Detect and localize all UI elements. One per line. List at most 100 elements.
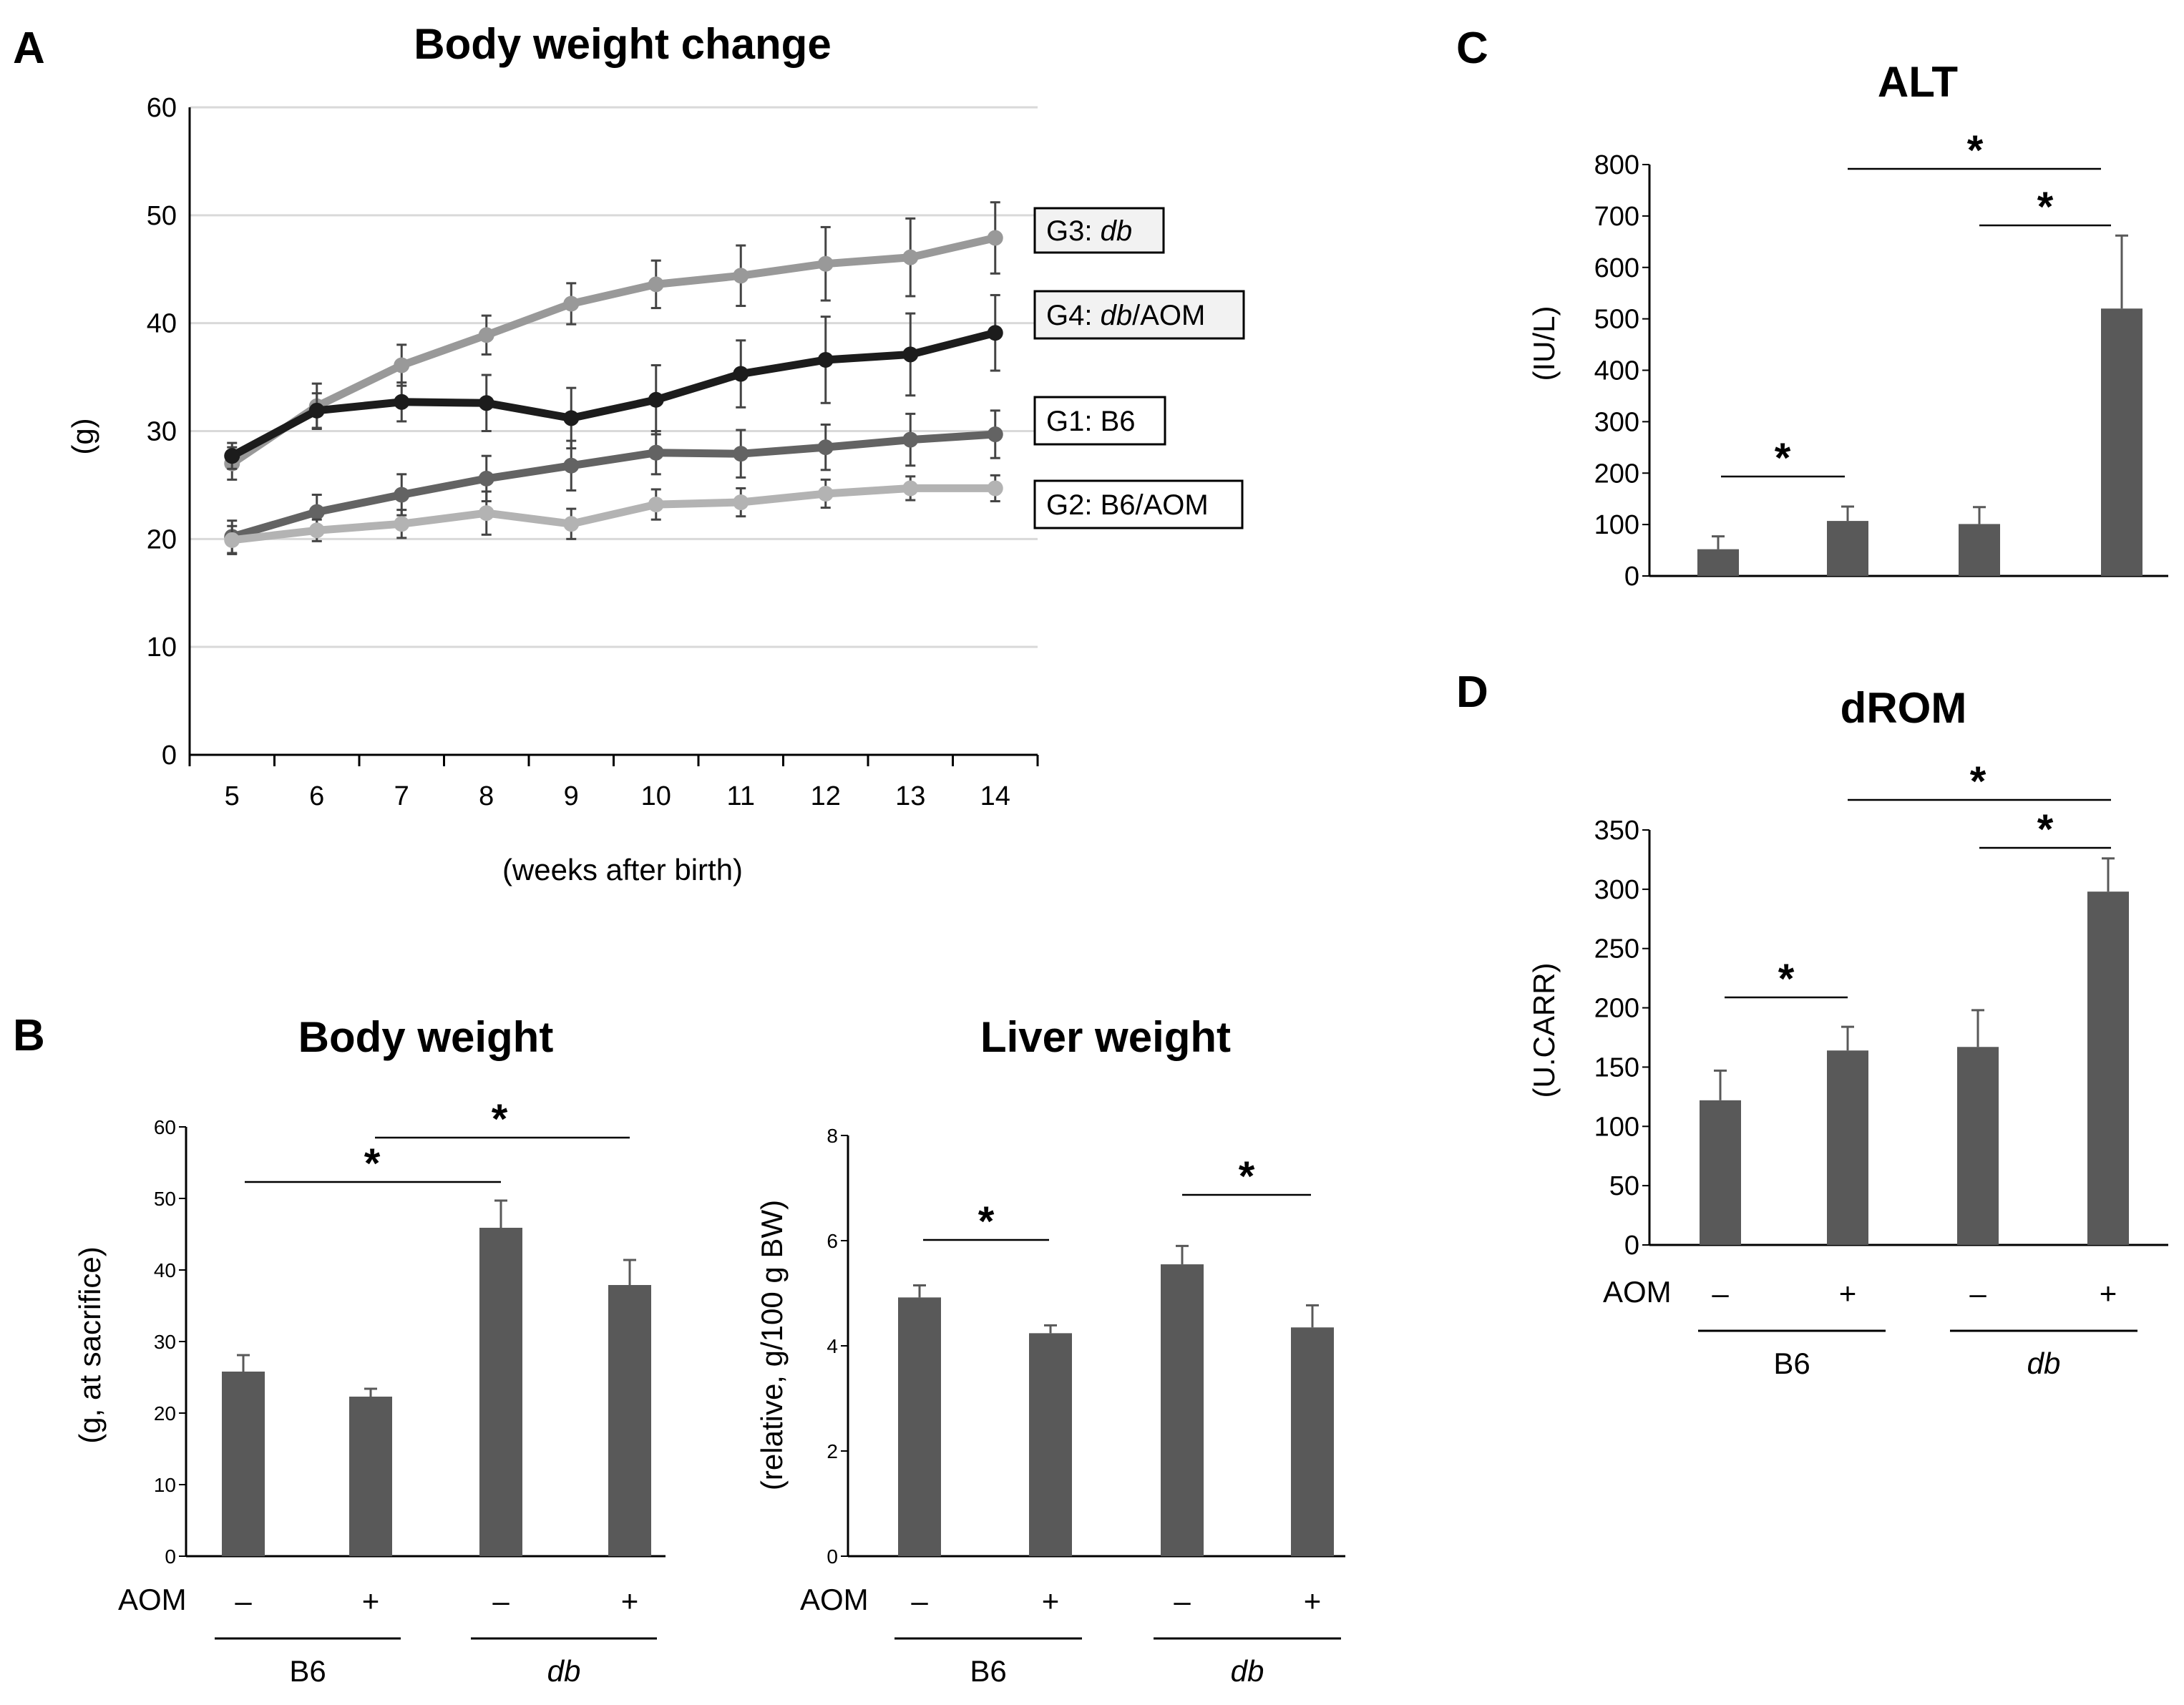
data-point [817,439,834,456]
chart-b-body-plot: 0 10 20 30 40 50 60 * * – + – + B6 db [154,1096,666,1688]
panel-letter-b: B [13,1011,45,1060]
y-tick-label: 40 [154,1259,176,1281]
bar [1161,1264,1204,1556]
data-point [478,505,494,522]
x-tick-label: 12 [811,781,841,811]
significance-star: * [492,1096,508,1143]
chart-d-title: dROM [1841,684,1967,732]
y-tick-label: 40 [147,309,177,339]
x-tick-label: 6 [309,781,324,811]
y-tick-label: 0 [165,1545,176,1568]
x-tick-label: 5 [225,781,240,811]
aom-sign: + [1042,1584,1060,1618]
panel-letter-d: D [1456,668,1488,717]
data-point [902,431,919,448]
chart-b-body-ylabel: (g, at sacrifice) [73,1246,107,1443]
bar [479,1228,522,1556]
data-point [987,230,1003,246]
data-point [308,522,325,539]
chart-c-ylabel: (IU/L) [1527,306,1561,381]
bar [1029,1333,1072,1556]
data-point [817,255,834,272]
bar [349,1397,392,1556]
group-label: db [2027,1347,2061,1380]
y-tick-label: 50 [154,1188,176,1210]
data-point [987,325,1003,341]
y-tick-label: 0 [827,1545,838,1568]
y-tick-label: 0 [1624,562,1639,592]
chart-a-xlabel: (weeks after birth) [502,853,743,886]
aom-sign: – [1712,1276,1729,1310]
bar [1700,1100,1741,1245]
x-tick-label: 10 [641,781,671,811]
data-point [733,494,749,511]
aom-sign: – [911,1584,928,1618]
data-point [817,485,834,502]
x-tick-label: 14 [980,781,1010,811]
y-tick-label: 10 [154,1474,176,1496]
chart-b-liver-title: Liver weight [980,1013,1231,1061]
legend-label: G4: db/AOM [1046,300,1205,331]
group-label: B6 [970,1654,1006,1688]
bar [222,1372,265,1556]
series-line [230,328,997,460]
y-tick-label: 300 [1594,875,1639,905]
data-point [563,457,580,474]
significance-star: * [1970,758,1986,805]
bar [1291,1327,1334,1556]
chart-b-body-title: Body weight [298,1013,554,1061]
data-point [478,395,494,411]
y-tick-label: 300 [1594,407,1639,437]
data-point [987,480,1003,497]
significance-star: * [1775,435,1791,482]
data-point [563,410,580,426]
data-point [648,276,664,293]
legend-label: G3: db [1046,215,1132,247]
significance-star: * [364,1140,381,1187]
legend-label: G2: B6/AOM [1046,489,1209,521]
y-tick-label: 200 [1594,459,1639,489]
y-tick-label: 0 [1624,1231,1639,1261]
significance-star: * [978,1198,995,1245]
x-tick-label: 13 [895,781,925,811]
group-label: B6 [289,1654,326,1688]
y-tick-label: 400 [1594,356,1639,386]
data-point [648,391,664,408]
data-point [648,444,664,461]
y-tick-label: 250 [1594,934,1639,964]
data-point [394,394,410,410]
y-tick-label: 60 [147,93,177,123]
bar [2101,308,2142,576]
chart-d-ylabel: (U.CARR) [1527,963,1561,1098]
legend-box [1033,396,1166,446]
data-point [817,351,834,368]
data-point [563,516,580,532]
chart-b-liver-aom-label: AOM [800,1583,869,1616]
significance-star: * [2037,806,2054,853]
data-point [394,357,410,373]
data-point [394,487,410,503]
aom-sign: + [621,1584,639,1618]
y-tick-label: 100 [1594,510,1639,540]
y-tick-label: 700 [1594,202,1639,232]
group-label: db [547,1654,581,1688]
significance-star: * [2037,184,2054,230]
data-point [224,532,240,548]
y-tick-label: 20 [154,1402,176,1425]
bar [1957,1047,1999,1245]
x-tick-label: 7 [394,781,409,811]
bar [1827,1050,1868,1245]
chart-c-title: ALT [1878,58,1958,106]
y-tick-label: 30 [154,1331,176,1353]
chart-d-plot: 0 50 100 150 200 250 300 350 * * * – + – + B6 db [1594,758,2168,1380]
y-tick-label: 20 [147,524,177,555]
aom-sign: + [1304,1584,1322,1618]
chart-c-plot: 0 100 200 300 400 500 600 700 800 * * * [1594,127,2168,592]
panel-letter-c: C [1456,24,1488,73]
data-point [648,497,664,513]
data-point [902,346,919,363]
data-point [563,295,580,312]
data-point [394,516,410,532]
group-label: B6 [1773,1347,1810,1380]
